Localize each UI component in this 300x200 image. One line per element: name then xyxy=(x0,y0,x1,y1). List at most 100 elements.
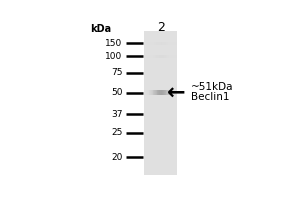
Text: kDa: kDa xyxy=(90,24,111,34)
Bar xyxy=(145,131,146,134)
Bar xyxy=(146,90,147,95)
Bar xyxy=(162,71,163,74)
Bar xyxy=(162,112,163,116)
Bar xyxy=(174,42,175,45)
Bar xyxy=(156,42,158,45)
Bar xyxy=(159,156,160,159)
Bar xyxy=(167,90,168,95)
Bar xyxy=(176,42,177,45)
Bar xyxy=(158,42,159,45)
Bar xyxy=(158,156,159,159)
Bar xyxy=(153,90,154,95)
Bar xyxy=(168,71,169,74)
Bar xyxy=(153,112,154,116)
Bar xyxy=(170,156,172,159)
Bar xyxy=(154,71,155,74)
Bar xyxy=(163,90,164,95)
Bar xyxy=(164,131,165,134)
Bar xyxy=(152,131,153,134)
Text: Beclin1: Beclin1 xyxy=(191,92,230,102)
Bar xyxy=(176,112,177,116)
Bar xyxy=(151,55,152,58)
Bar xyxy=(166,156,167,159)
Bar xyxy=(160,71,161,74)
Bar xyxy=(168,156,169,159)
Bar xyxy=(149,71,150,74)
Bar xyxy=(148,71,149,74)
Bar xyxy=(169,90,170,95)
Bar xyxy=(149,112,150,116)
Bar xyxy=(174,112,175,116)
Bar xyxy=(175,131,176,134)
Bar xyxy=(176,131,177,134)
Bar xyxy=(148,90,149,95)
Bar xyxy=(153,42,154,45)
Bar xyxy=(147,90,148,95)
Bar xyxy=(164,55,165,58)
Bar xyxy=(172,90,173,95)
Bar xyxy=(174,90,175,95)
Bar xyxy=(165,112,166,116)
Bar xyxy=(151,90,152,95)
Bar xyxy=(154,90,155,95)
Bar xyxy=(166,42,167,45)
Bar xyxy=(150,112,151,116)
Bar xyxy=(147,71,148,74)
Text: ←: ← xyxy=(167,83,185,103)
Bar xyxy=(173,42,174,45)
Bar xyxy=(171,90,172,95)
Bar xyxy=(159,55,160,58)
Bar xyxy=(164,71,165,74)
Bar xyxy=(146,112,147,116)
Bar xyxy=(160,42,161,45)
Bar xyxy=(151,42,152,45)
Bar xyxy=(165,90,166,95)
Bar xyxy=(151,131,152,134)
Bar xyxy=(162,42,163,45)
Bar xyxy=(166,71,167,74)
Bar xyxy=(163,131,164,134)
Bar xyxy=(158,131,159,134)
Bar xyxy=(145,156,146,159)
Bar xyxy=(167,55,168,58)
Bar xyxy=(158,55,159,58)
Bar xyxy=(147,55,148,58)
Bar xyxy=(164,42,165,45)
Bar xyxy=(163,42,164,45)
Bar xyxy=(155,90,156,95)
Text: 20: 20 xyxy=(111,153,122,162)
Bar xyxy=(163,156,164,159)
Bar xyxy=(152,71,153,74)
Bar xyxy=(145,55,146,58)
Bar xyxy=(148,156,149,159)
Bar xyxy=(169,42,170,45)
Bar xyxy=(152,42,153,45)
Bar xyxy=(147,112,148,116)
Bar xyxy=(158,71,159,74)
Text: 25: 25 xyxy=(111,128,122,137)
Bar xyxy=(173,156,174,159)
Bar xyxy=(145,71,146,74)
Bar xyxy=(170,42,172,45)
Bar xyxy=(169,112,170,116)
Bar xyxy=(150,71,151,74)
Bar xyxy=(164,112,165,116)
Bar xyxy=(167,156,168,159)
Bar xyxy=(167,71,168,74)
Bar xyxy=(165,42,166,45)
Bar xyxy=(162,131,163,134)
Bar xyxy=(173,112,174,116)
Bar xyxy=(170,55,172,58)
Text: 2: 2 xyxy=(157,21,165,34)
Bar xyxy=(176,156,177,159)
Bar xyxy=(174,55,175,58)
Bar xyxy=(146,131,147,134)
Bar xyxy=(154,55,155,58)
Bar xyxy=(147,131,148,134)
Bar xyxy=(172,131,173,134)
Bar xyxy=(161,156,162,159)
Bar xyxy=(146,42,147,45)
Bar xyxy=(152,112,153,116)
Bar xyxy=(155,42,156,45)
Bar xyxy=(172,71,173,74)
